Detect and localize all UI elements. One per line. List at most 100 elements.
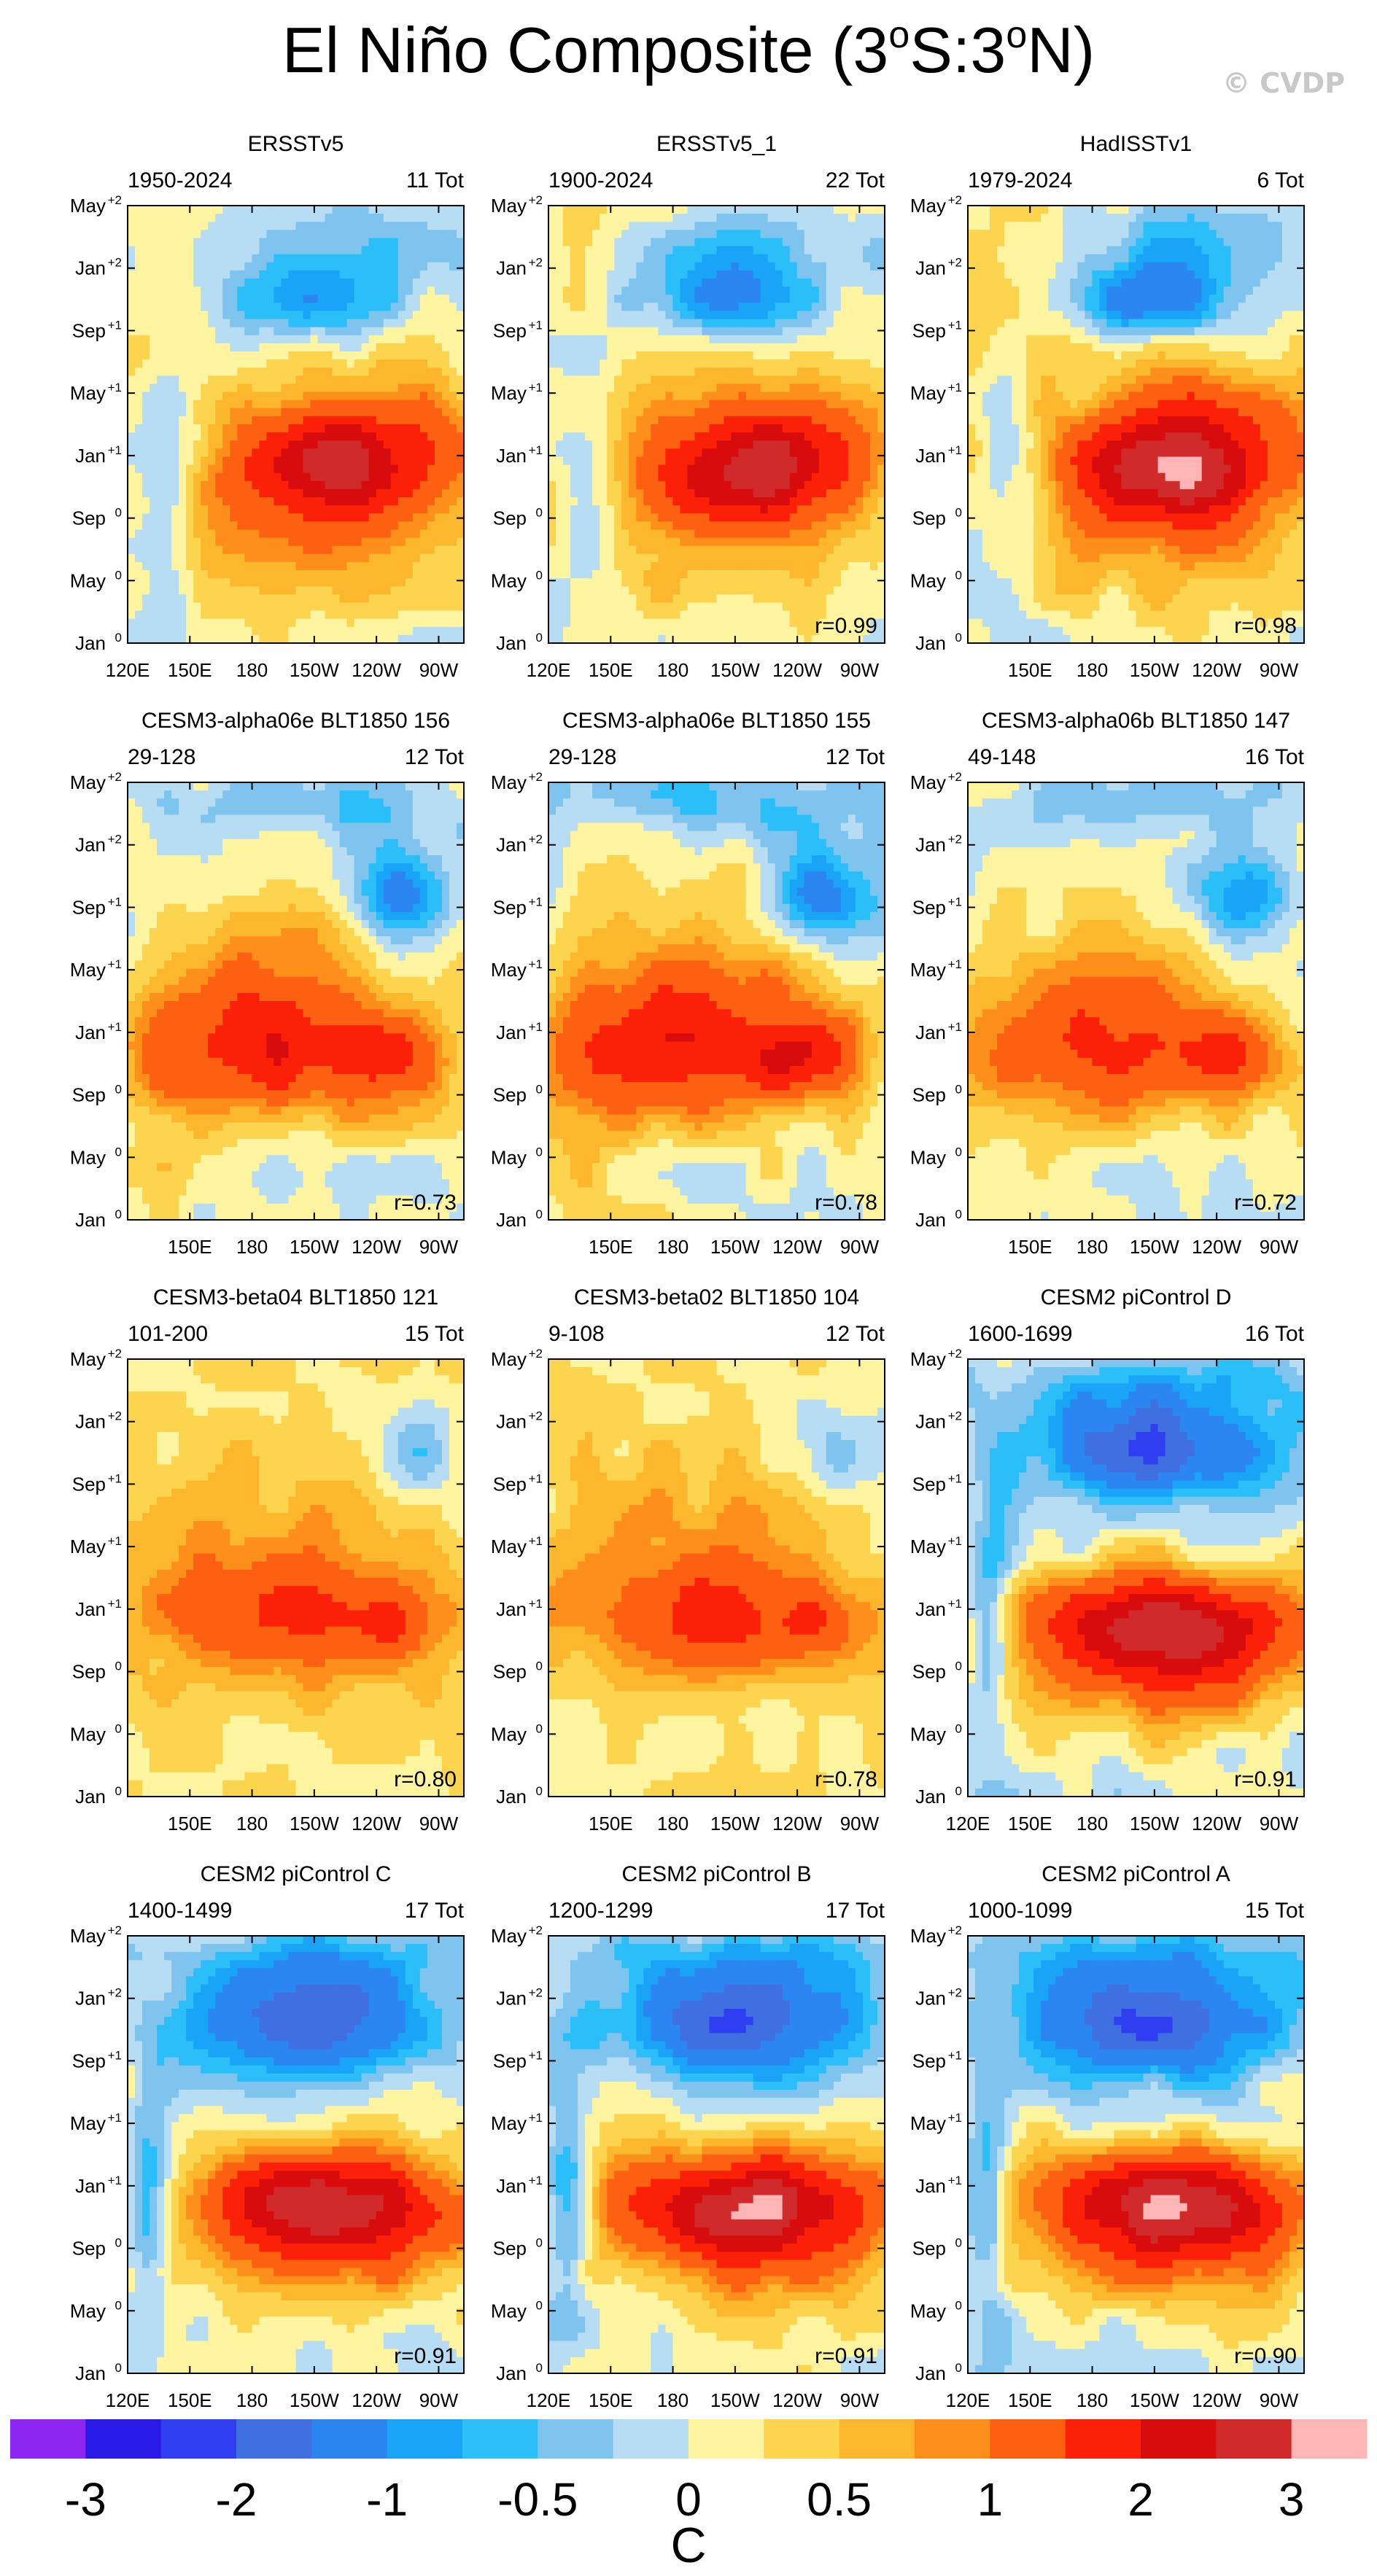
field-cell: [449, 416, 457, 425]
field-cell: [862, 351, 871, 360]
field-cell: [556, 279, 564, 287]
field-cell: [361, 489, 370, 498]
field-cell: [317, 634, 326, 643]
field-cell: [840, 578, 849, 587]
field-cell: [361, 392, 370, 401]
field-cell: [665, 359, 673, 368]
field-cell: [738, 570, 747, 579]
field-cell: [570, 246, 578, 255]
field-cell: [354, 246, 362, 255]
field-cell: [855, 230, 864, 239]
field-cell: [339, 553, 348, 563]
field-cell: [368, 254, 377, 263]
field-cell: [651, 610, 659, 620]
field-cell: [339, 384, 348, 393]
field-cell: [716, 238, 725, 247]
field-cell: [789, 327, 798, 336]
field-cell: [390, 561, 399, 571]
field-cell: [600, 408, 608, 417]
field-cell: [135, 222, 143, 230]
field-cell: [295, 440, 304, 449]
field-cell: [179, 432, 187, 441]
field-cell: [869, 578, 878, 587]
field-cell: [208, 343, 216, 352]
field-cell: [731, 489, 740, 498]
field-cell: [578, 424, 586, 433]
field-cell: [767, 375, 776, 385]
field-cell: [441, 505, 450, 514]
field-cell: [150, 602, 158, 612]
field-cell: [179, 295, 187, 303]
field-cell: [405, 602, 414, 612]
field-cell: [332, 586, 341, 595]
field-cell: [818, 570, 827, 579]
field-cell: [629, 448, 637, 458]
field-cell: [361, 351, 370, 360]
field-cell: [427, 359, 435, 368]
field-cell: [288, 513, 297, 522]
field-cell: [339, 602, 348, 612]
field-cell: [128, 400, 136, 409]
field-cell: [441, 448, 450, 458]
field-cell: [607, 222, 615, 230]
field-cell: [171, 513, 179, 522]
field-cell: [592, 279, 600, 287]
field-cell: [288, 238, 297, 247]
field-cell: [288, 529, 297, 539]
field-cell: [266, 327, 275, 336]
field-cell: [354, 513, 362, 522]
field-cell: [274, 424, 282, 433]
field-cell: [840, 295, 849, 303]
field-cell: [230, 529, 238, 539]
field-cell: [405, 343, 414, 352]
field-cell: [665, 489, 673, 498]
field-cell: [456, 416, 464, 425]
field-cell: [643, 359, 651, 368]
field-cell: [295, 416, 304, 425]
field-cell: [804, 602, 812, 612]
field-cell: [789, 521, 798, 531]
field-cell: [449, 432, 457, 441]
field-cell: [578, 489, 586, 498]
field-cell: [259, 246, 268, 255]
field-cell: [434, 480, 443, 490]
field-cell: [288, 311, 297, 320]
field-cell: [325, 262, 333, 271]
field-cell: [244, 440, 252, 449]
field-cell: [651, 246, 659, 255]
field-cell: [288, 553, 297, 563]
field-cell: [607, 295, 615, 303]
field-cell: [578, 246, 586, 255]
field-cell: [636, 262, 644, 271]
field-cell: [724, 270, 732, 279]
field-cell: [600, 513, 608, 522]
field-cell: [303, 214, 311, 222]
field-cell: [128, 561, 136, 571]
field-cell: [651, 416, 659, 425]
field-cell: [164, 424, 172, 433]
field-cell: [376, 513, 384, 522]
field-cell: [405, 279, 414, 287]
field-cell: [179, 254, 187, 263]
field-cell: [811, 586, 820, 595]
field-cell: [252, 400, 260, 409]
field-cell: [222, 392, 230, 401]
field-cell: [303, 343, 311, 352]
field-cell: [164, 602, 172, 612]
field-cell: [745, 570, 754, 579]
field-cell: [441, 408, 450, 417]
field-cell: [585, 602, 593, 612]
field-cell: [621, 626, 629, 636]
field-cell: [361, 279, 370, 287]
field-cell: [643, 489, 651, 498]
field-cell: [724, 456, 732, 466]
field-cell: [230, 594, 238, 604]
field-cell: [804, 480, 812, 490]
field-cell: [244, 553, 252, 563]
field-cell: [789, 545, 798, 555]
field-cell: [266, 626, 275, 636]
field-cell: [694, 319, 703, 328]
field-cell: [237, 448, 245, 458]
field-cell: [288, 270, 297, 279]
field-cell: [818, 448, 827, 458]
